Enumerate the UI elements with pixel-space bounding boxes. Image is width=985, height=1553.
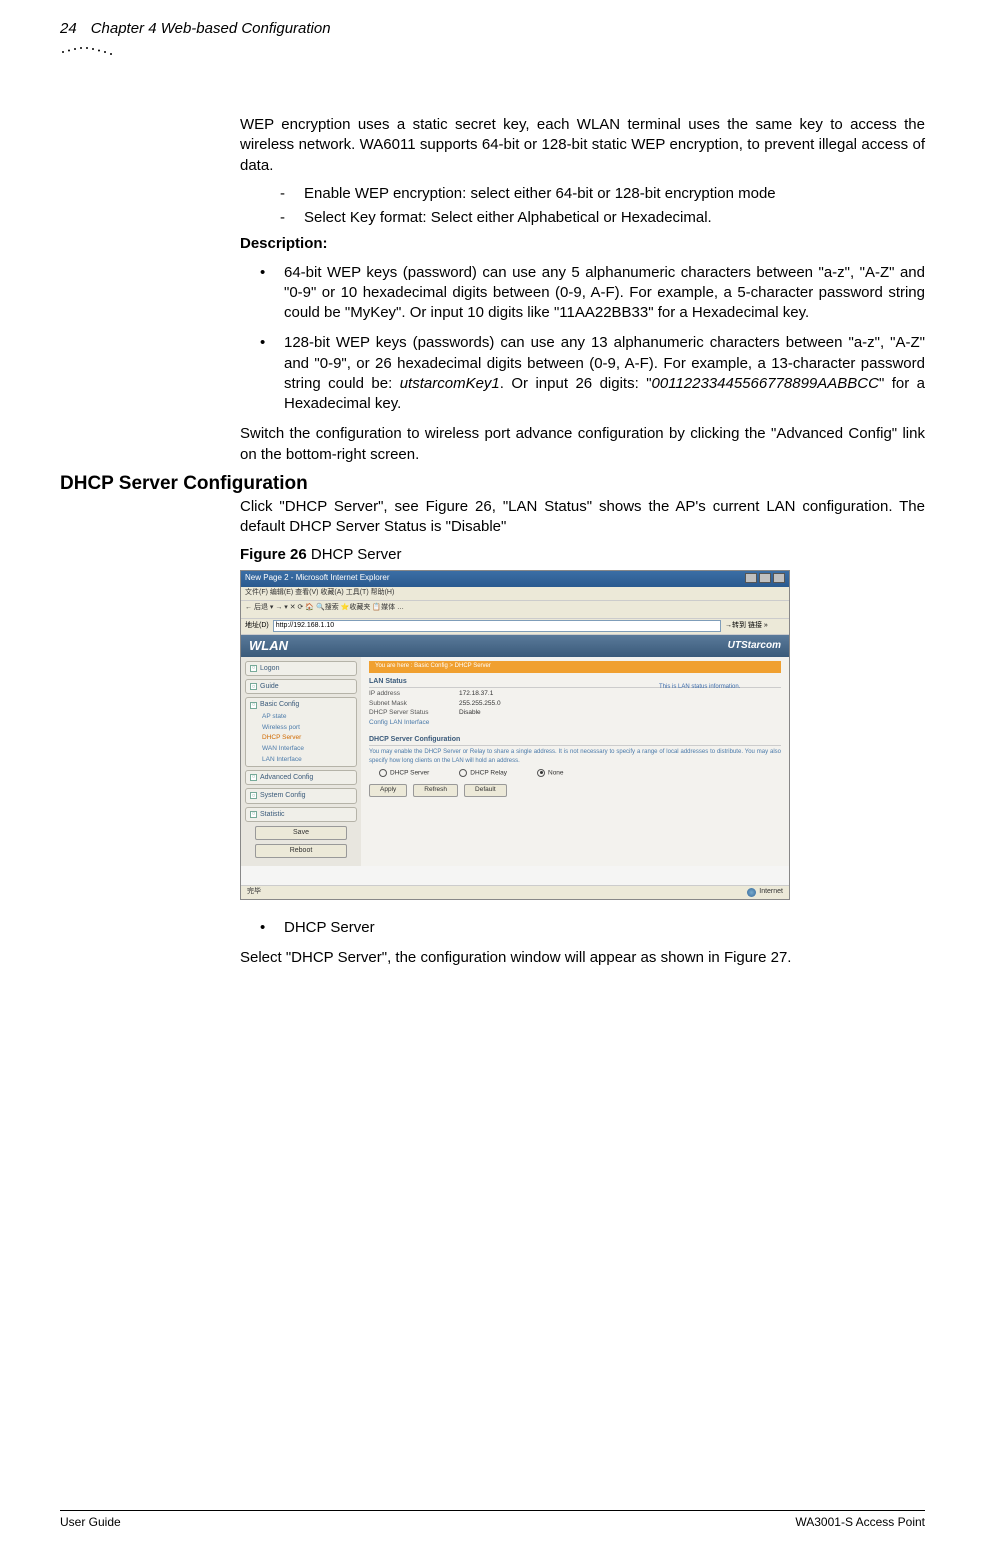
radio-dhcp-server[interactable]: DHCP Server: [379, 769, 429, 778]
radio-dhcp-relay[interactable]: DHCP Relay: [459, 769, 507, 778]
sidebar-sub-lan[interactable]: LAN Interface: [246, 755, 356, 766]
ie-address-bar: 地址(D) http://192.168.1.10 →转到 链接 »: [241, 619, 789, 635]
address-input[interactable]: http://192.168.1.10: [273, 620, 721, 632]
figure-label: Figure 26: [240, 546, 307, 563]
dhcp-select-text: Select "DHCP Server", the configuration …: [240, 948, 925, 968]
wep-intro-text: WEP encryption uses a static secret key,…: [240, 115, 925, 176]
figure-title: DHCP Server: [307, 546, 402, 563]
footer-left: User Guide: [60, 1515, 121, 1529]
screenshot-main: ○Logon ○Guide ○Basic Config AP state Wir…: [241, 657, 789, 866]
figure-26-screenshot: New Page 2 - Microsoft Internet Explorer…: [240, 570, 790, 900]
ip-label: IP address: [369, 690, 459, 699]
content-column-2: Click "DHCP Server", see Figure 26, "LAN…: [240, 497, 925, 968]
sidebar-item-advanced[interactable]: ○Advanced Config: [246, 771, 356, 784]
sublist-item: - Enable WEP encryption: select either 6…: [280, 184, 925, 204]
page-footer: User Guide WA3001-S Access Point: [60, 1510, 925, 1529]
mask-value: 255.255.255.0: [459, 700, 501, 709]
minimize-icon[interactable]: [745, 573, 757, 583]
b2-italic2: 00112233445566778899AABBCC: [652, 375, 879, 392]
content-column: WEP encryption uses a static secret key,…: [240, 115, 925, 465]
mask-label: Subnet Mask: [369, 700, 459, 709]
dhcp-config-title: DHCP Server Configuration: [369, 735, 781, 746]
save-button[interactable]: Save: [255, 826, 347, 840]
utstarcom-logo: UTStarcom: [728, 639, 781, 653]
footer-right: WA3001-S Access Point: [795, 1515, 925, 1529]
sidebar-sub-wireless[interactable]: Wireless port: [246, 723, 356, 734]
sidebar-item-statistic[interactable]: ○Statistic: [246, 808, 356, 821]
sublist-item: - Select Key format: Select either Alpha…: [280, 208, 925, 228]
ie-menubar[interactable]: 文件(F) 编辑(E) 查看(V) 收藏(A) 工具(T) 帮助(H): [241, 587, 789, 601]
radio-none[interactable]: None: [537, 769, 564, 778]
bullet-dhcp-server: DHCP Server: [284, 918, 925, 938]
bullet-icon: •: [260, 263, 284, 324]
go-links[interactable]: →转到 链接 »: [725, 621, 785, 630]
bullet-128bit: 128-bit WEP keys (passwords) can use any…: [284, 333, 925, 414]
dhcp-radio-group: DHCP Server DHCP Relay None: [379, 769, 781, 778]
switch-config-text: Switch the configuration to wireless por…: [240, 424, 925, 465]
dash-icon: -: [280, 184, 304, 204]
internet-zone: Internet: [747, 887, 783, 896]
ip-value: 172.18.37.1: [459, 690, 493, 699]
refresh-button[interactable]: Refresh: [413, 784, 458, 797]
lan-status-note: This is LAN status information.: [659, 683, 769, 691]
breadcrumb: You are here : Basic Config > DHCP Serve…: [369, 661, 781, 673]
dhcp-bullets: • DHCP Server: [260, 918, 925, 938]
chapter-title: Chapter 4 Web-based Configuration: [91, 20, 331, 37]
maximize-icon[interactable]: [759, 573, 771, 583]
description-heading: Description:: [240, 234, 925, 254]
dhcp-section-heading: DHCP Server Configuration: [60, 473, 925, 495]
dhcp-status-label: DHCP Server Status: [369, 709, 459, 718]
config-lan-link[interactable]: Config LAN Interface: [369, 719, 459, 728]
screenshot-content: You are here : Basic Config > DHCP Serve…: [361, 657, 789, 866]
bullet-item: • 128-bit WEP keys (passwords) can use a…: [260, 333, 925, 414]
apply-button[interactable]: Apply: [369, 784, 407, 797]
sidebar-item-system[interactable]: ○System Config: [246, 789, 356, 802]
sidebar-item-basic-config[interactable]: ○Basic Config: [246, 698, 356, 711]
close-icon[interactable]: [773, 573, 785, 583]
sidebar-item-logon[interactable]: ○Logon: [246, 662, 356, 675]
sidebar-item-guide[interactable]: ○Guide: [246, 680, 356, 693]
status-text: 完毕: [247, 887, 261, 896]
page-number: 24: [60, 20, 77, 37]
dhcp-status-value: Disable: [459, 709, 481, 718]
config-buttons: Apply Refresh Default: [369, 784, 781, 797]
wep-sublist: - Enable WEP encryption: select either 6…: [280, 184, 925, 229]
ie-statusbar: 完毕 Internet: [241, 885, 789, 899]
page-container: 24 Chapter 4 Web-based Configuration WEP…: [0, 0, 985, 1553]
description-bullets: • 64-bit WEP keys (password) can use any…: [260, 263, 925, 415]
dhcp-help-text: You may enable the DHCP Server or Relay …: [369, 748, 781, 764]
b2-part-b: . Or input 26 digits: ": [500, 375, 652, 392]
sidebar: ○Logon ○Guide ○Basic Config AP state Wir…: [241, 657, 361, 866]
default-button[interactable]: Default: [464, 784, 507, 797]
ie-titlebar: New Page 2 - Microsoft Internet Explorer: [241, 571, 789, 587]
dash-icon: -: [280, 208, 304, 228]
wep-sub2: Select Key format: Select either Alphabe…: [304, 208, 925, 228]
wlan-label: WLAN: [249, 637, 288, 655]
globe-icon: [747, 888, 756, 897]
figure-caption: Figure 26 DHCP Server: [240, 545, 925, 565]
page-header: 24 Chapter 4 Web-based Configuration: [60, 20, 925, 37]
sidebar-sub-dhcp[interactable]: DHCP Server: [246, 733, 356, 744]
sidebar-sub-ap-state[interactable]: AP state: [246, 712, 356, 723]
bullet-64bit: 64-bit WEP keys (password) can use any 5…: [284, 263, 925, 324]
address-label: 地址(D): [245, 621, 269, 630]
bullet-icon: •: [260, 333, 284, 414]
header-dots: [60, 43, 925, 55]
window-buttons: [745, 573, 785, 585]
reboot-button[interactable]: Reboot: [255, 844, 347, 858]
sidebar-sub-wan[interactable]: WAN Interface: [246, 744, 356, 755]
dhcp-intro-text: Click "DHCP Server", see Figure 26, "LAN…: [240, 497, 925, 538]
window-title: New Page 2 - Microsoft Internet Explorer: [245, 573, 390, 585]
wep-sub1: Enable WEP encryption: select either 64-…: [304, 184, 925, 204]
bullet-item: • 64-bit WEP keys (password) can use any…: [260, 263, 925, 324]
b2-italic1: utstarcomKey1: [400, 375, 500, 392]
bullet-item: • DHCP Server: [260, 918, 925, 938]
ie-toolbar[interactable]: ← 后退 ▾ → ▾ ✕ ⟳ 🏠 🔍搜索 ⭐收藏夹 📋媒体 …: [241, 601, 789, 619]
bullet-icon: •: [260, 918, 284, 938]
wlan-banner: WLAN UTStarcom: [241, 635, 789, 657]
